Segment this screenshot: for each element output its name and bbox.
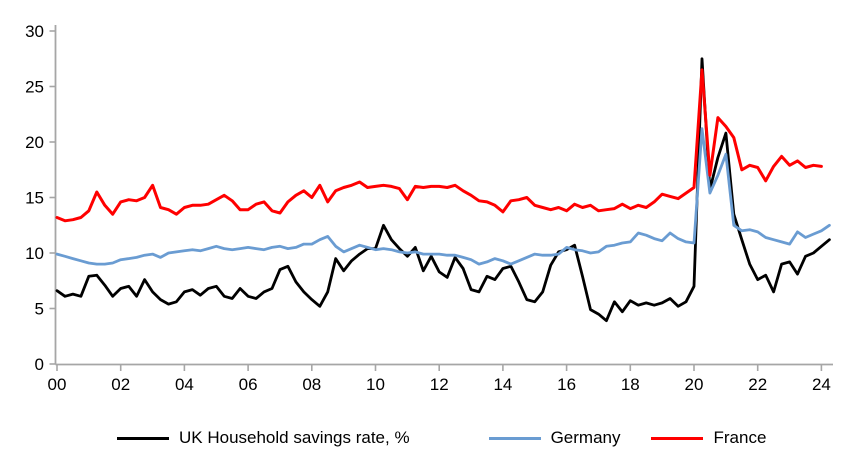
legend-item-germany: Germany <box>488 427 621 449</box>
x-tick-label: 16 <box>557 375 576 394</box>
y-tick-label: 0 <box>35 355 44 374</box>
x-tick-label: 02 <box>111 375 130 394</box>
x-tick-label: 24 <box>812 375 831 394</box>
legend-label-uk: UK Household savings rate, % <box>179 428 410 447</box>
x-tick-label: 22 <box>748 375 767 394</box>
x-tick-label: 12 <box>430 375 449 394</box>
legend-item-uk: UK Household savings rate, % <box>117 427 410 449</box>
legend-line-uk <box>117 436 169 440</box>
legend-label-france: France <box>713 428 767 447</box>
x-tick-label: 10 <box>366 375 385 394</box>
france-line <box>55 68 823 223</box>
x-tick-label: 20 <box>685 375 704 394</box>
x-tick-label: 08 <box>302 375 321 394</box>
legend-line-france <box>651 436 704 440</box>
uk-line <box>55 57 831 323</box>
y-tick-label: 5 <box>35 300 44 319</box>
x-tick-label: 00 <box>48 375 67 394</box>
y-tick-label: 20 <box>25 133 44 152</box>
germany-line <box>55 127 831 266</box>
y-tick-label: 25 <box>25 78 44 97</box>
legend-label-germany: Germany <box>550 428 621 447</box>
x-tick-label: 06 <box>239 375 258 394</box>
x-tick-label: 04 <box>175 375 194 394</box>
y-tick-label: 10 <box>25 244 44 263</box>
y-tick-label: 15 <box>25 189 44 208</box>
y-tick-label: 30 <box>25 22 44 41</box>
x-tick-label: 14 <box>493 375 512 394</box>
legend-line-germany <box>488 436 541 440</box>
legend: UK Household savings rate, % Germany Fra… <box>117 427 766 449</box>
legend-item-france: France <box>651 427 766 449</box>
x-tick-label: 18 <box>621 375 640 394</box>
